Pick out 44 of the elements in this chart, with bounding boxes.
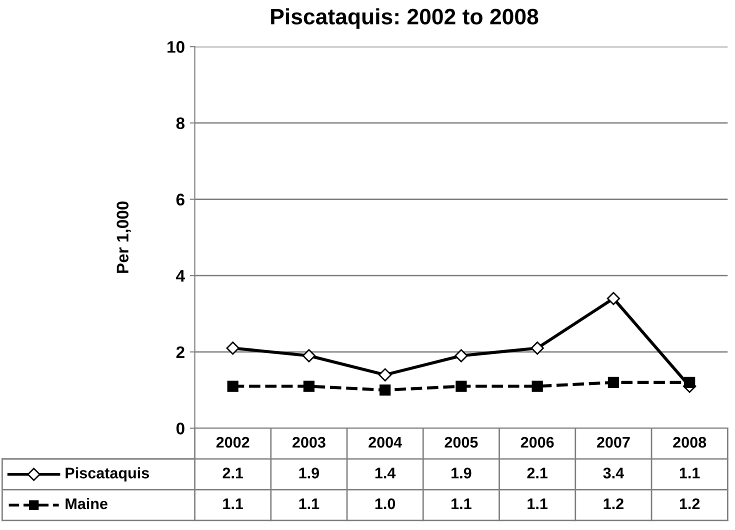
data-label: 2.1 <box>527 468 548 478</box>
y-tick-label: 0 <box>176 422 184 434</box>
x-tick-label: 2008 <box>673 436 706 448</box>
x-tick-label: 2007 <box>597 436 630 448</box>
point <box>227 380 238 392</box>
data-label: 1.1 <box>299 498 320 510</box>
point <box>302 349 316 362</box>
data-label: 1.0 <box>375 498 396 510</box>
point <box>226 342 240 355</box>
data-label: 1.1 <box>452 498 472 510</box>
y-tick-label: 10 <box>168 41 184 53</box>
legend-label: Maine <box>66 498 108 510</box>
data-label: 1.1 <box>680 468 700 478</box>
x-tick-label: 2005 <box>444 436 478 448</box>
y-tick-label: 6 <box>176 194 184 206</box>
y-tick-label: 8 <box>176 117 185 130</box>
data-label: 1.2 <box>680 498 700 510</box>
x-tick-label: 2002 <box>216 436 250 448</box>
point <box>454 349 468 362</box>
x-tick-label: 2004 <box>368 436 402 448</box>
point <box>456 380 467 392</box>
point <box>378 368 392 382</box>
data-label: 1.9 <box>452 468 472 478</box>
point <box>608 376 620 388</box>
chart-title: Piscataquis: 2002 to 2008 <box>271 8 538 29</box>
data-label: 1.2 <box>604 498 624 510</box>
legend-label: Piscataquis <box>66 467 149 482</box>
x-tick-label: 2006 <box>520 436 554 448</box>
y-tick-label: 4 <box>176 270 185 282</box>
data-label: 1.1 <box>223 498 244 510</box>
point <box>684 376 696 388</box>
data-label: 3.4 <box>603 468 624 478</box>
data-label: 2.1 <box>222 468 244 478</box>
x-tick-label: 2003 <box>292 436 326 448</box>
data-label: 1.4 <box>375 468 396 478</box>
point <box>530 342 544 355</box>
data-label: 1.1 <box>528 498 548 510</box>
y-tick-label: 2 <box>176 346 184 358</box>
data-label: 1.9 <box>299 468 320 478</box>
point <box>606 292 620 306</box>
point <box>380 384 391 396</box>
point <box>532 380 543 392</box>
point <box>303 380 315 392</box>
y-axis-title: Per 1,000 <box>116 202 131 273</box>
